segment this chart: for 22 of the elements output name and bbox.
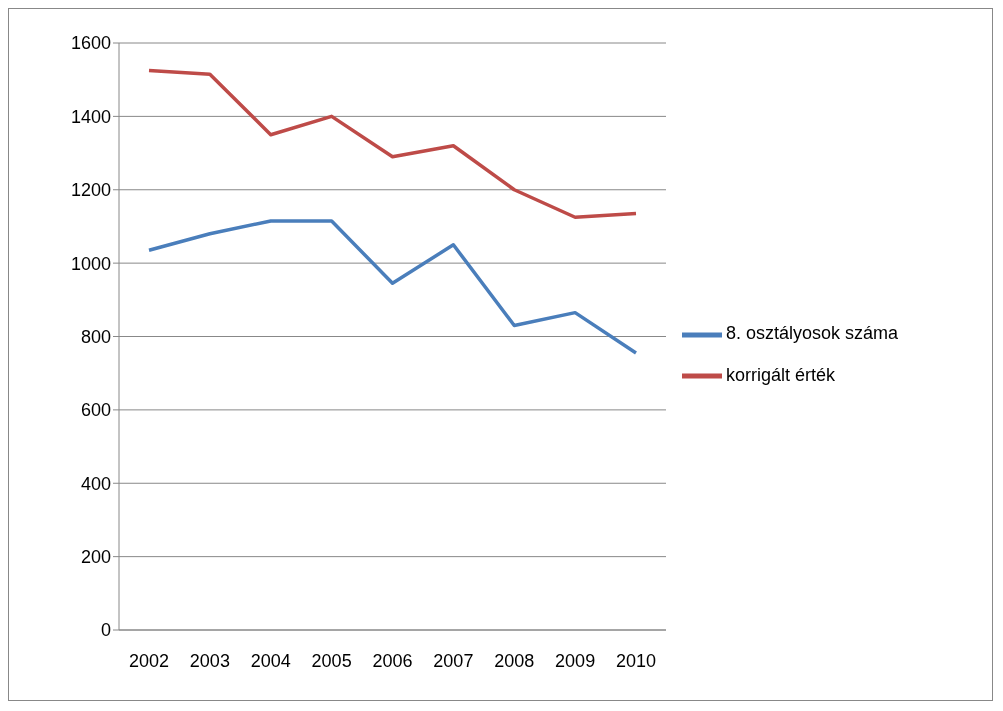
- line-series: [147, 219, 638, 355]
- legend-label: 8. osztályosok száma: [726, 322, 899, 343]
- x-tick-label: 2007: [433, 650, 474, 671]
- x-tick-label: 2003: [189, 650, 230, 671]
- x-tick-label: 2010: [615, 650, 657, 671]
- line-series: [147, 68, 638, 220]
- y-tick-label: 1000: [70, 253, 111, 274]
- y-tick-label: 0: [100, 620, 111, 641]
- x-tick-label: 2008: [494, 650, 535, 671]
- x-tick-label: 2002: [128, 650, 170, 671]
- x-tick-label: 2009: [555, 650, 596, 671]
- legend-label: korrigált érték: [726, 364, 836, 385]
- y-tick-label: 400: [80, 473, 111, 494]
- y-tick-label: 1600: [70, 33, 111, 54]
- x-tick-label: 2004: [250, 650, 291, 671]
- x-tick-label: 2006: [372, 650, 413, 671]
- y-tick-label: 1200: [70, 180, 111, 201]
- y-tick-label: 200: [80, 547, 111, 568]
- y-tick-label: 1400: [70, 106, 111, 127]
- y-tick-label: 600: [80, 400, 111, 421]
- x-tick-label: 2005: [311, 650, 352, 671]
- y-tick-label: 800: [80, 326, 111, 347]
